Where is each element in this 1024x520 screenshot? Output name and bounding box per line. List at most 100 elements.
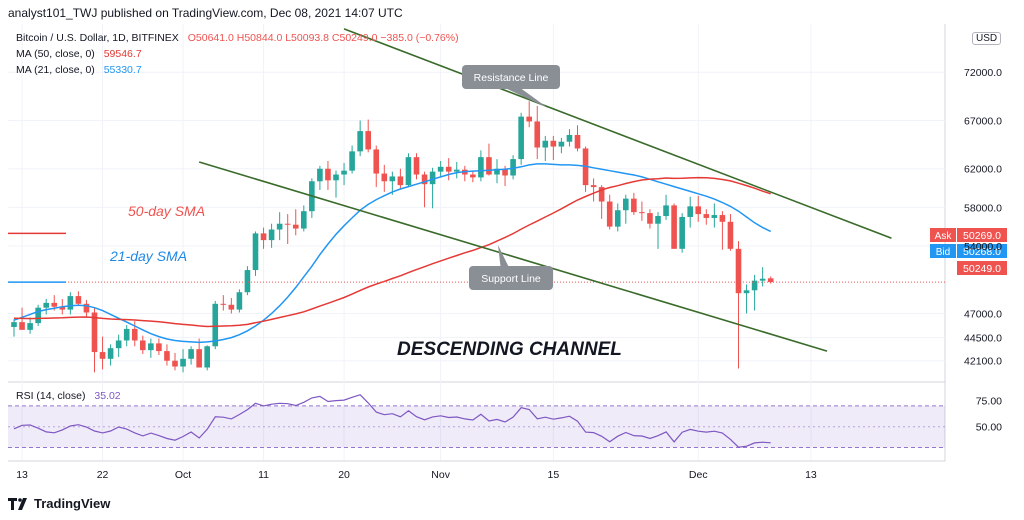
candle xyxy=(35,304,41,327)
candle-body xyxy=(59,306,66,310)
candle-body xyxy=(43,302,49,308)
candle-body xyxy=(606,201,613,227)
candle xyxy=(574,125,581,152)
candle-body xyxy=(518,116,524,160)
candle-body xyxy=(156,343,162,352)
candle-body xyxy=(115,340,122,349)
time-tick-label: Nov xyxy=(431,469,450,481)
price-tick-label: 47000.0 xyxy=(964,308,1002,320)
sma50-annotation: 50-day SMA xyxy=(128,203,205,219)
bid-label: Bid 50268.0 xyxy=(930,244,1007,258)
candle xyxy=(164,344,170,366)
candle-body xyxy=(623,198,629,211)
rsi-line xyxy=(13,394,771,448)
candle xyxy=(115,334,122,357)
candle-body xyxy=(365,131,371,150)
candle xyxy=(67,292,74,315)
candle xyxy=(365,119,371,153)
candle-body xyxy=(727,221,734,249)
currency-button[interactable]: USD xyxy=(972,32,1002,45)
ma50-label: MA (50, close, 0) xyxy=(16,48,95,60)
candle xyxy=(276,212,283,241)
candle xyxy=(679,213,685,253)
candle-body xyxy=(397,176,404,186)
ma50-value: 59546.7 xyxy=(103,48,142,60)
support-callout-box xyxy=(469,266,553,290)
candle-body xyxy=(349,151,355,171)
time-tick-label: 13 xyxy=(805,469,817,481)
candle-body xyxy=(494,168,500,175)
candle xyxy=(228,298,235,314)
candle xyxy=(437,161,444,177)
time-tick-label: Oct xyxy=(175,469,191,481)
candle xyxy=(27,317,33,334)
candle-body xyxy=(325,168,331,181)
ma21-label: MA (21, close, 0) xyxy=(16,64,95,76)
resistance-callout-box xyxy=(462,65,560,89)
candle xyxy=(526,101,532,128)
candle xyxy=(550,135,557,161)
candle xyxy=(470,170,476,183)
candle-body xyxy=(260,233,267,241)
candle-body xyxy=(140,340,146,351)
bid-label-value-box xyxy=(957,244,1007,258)
tradingview-logo[interactable]: TradingView xyxy=(8,496,110,511)
candle xyxy=(11,319,17,337)
candle xyxy=(631,192,637,216)
candle-body xyxy=(284,223,291,225)
candle-body xyxy=(590,185,597,188)
candle-body xyxy=(421,174,428,185)
candle-body xyxy=(188,349,194,359)
candle-body xyxy=(687,206,693,217)
candle-body xyxy=(703,214,710,218)
candle-body xyxy=(759,278,766,281)
price-tick-label: 62000.0 xyxy=(964,164,1002,176)
rsi-tick-label: 50.00 xyxy=(976,422,1002,434)
candle-body xyxy=(276,223,283,230)
candle xyxy=(614,203,621,232)
support-trendline xyxy=(198,161,828,352)
candle-body xyxy=(220,303,227,305)
rsi-label: RSI (14, close) xyxy=(16,390,86,402)
candle xyxy=(397,168,404,189)
candle xyxy=(381,164,388,192)
candle xyxy=(19,307,25,330)
candle-body xyxy=(598,187,605,202)
candle xyxy=(99,336,106,370)
candle xyxy=(341,162,347,186)
pattern-annotation: DESCENDING CHANNEL xyxy=(397,339,622,360)
candle-body xyxy=(574,134,581,149)
symbol-legend: Bitcoin / U.S. Dollar, 1D, BITFINEX O506… xyxy=(16,32,459,44)
candle-body xyxy=(373,149,380,174)
candle-body xyxy=(671,205,677,249)
time-tick-label: 13 xyxy=(16,469,28,481)
candle-body xyxy=(228,304,235,310)
ask-label-tag-box xyxy=(930,228,956,242)
candle-body xyxy=(663,205,669,217)
candle xyxy=(759,267,766,287)
candle xyxy=(252,231,259,276)
candle-body xyxy=(510,159,516,176)
candle xyxy=(244,266,251,296)
candle-body xyxy=(204,346,210,368)
candle xyxy=(655,212,661,249)
candle-body xyxy=(301,211,307,229)
resistance-callout-label: Resistance Line xyxy=(474,72,549,84)
price-tick-label: 72000.0 xyxy=(964,67,1002,79)
candle xyxy=(751,274,758,311)
candle xyxy=(188,346,194,365)
candle-body xyxy=(719,215,726,222)
candle-body xyxy=(453,169,460,172)
candle-body xyxy=(743,290,750,294)
rsi-value: 35.02 xyxy=(94,390,121,402)
candle xyxy=(711,203,718,228)
candle-body xyxy=(566,134,573,142)
candle xyxy=(325,161,331,190)
candle xyxy=(566,129,573,147)
candle xyxy=(639,201,645,221)
candle-body xyxy=(631,198,637,213)
candle xyxy=(518,112,524,165)
candle-body xyxy=(131,328,138,341)
